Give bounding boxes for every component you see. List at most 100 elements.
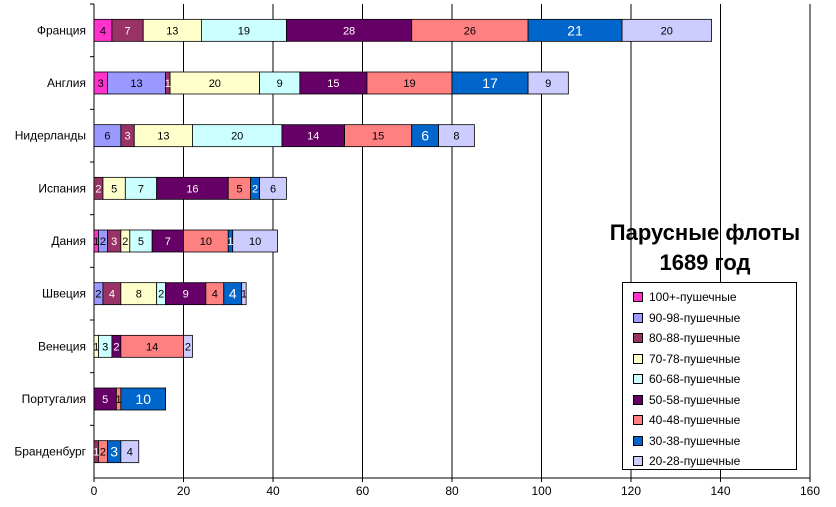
- data-label: 10: [249, 236, 261, 248]
- bar-segment: [259, 176, 287, 200]
- legend-item: 80-88-пушечные: [633, 328, 740, 348]
- legend-label: 70-78-пушечные: [649, 351, 741, 366]
- data-label: 9: [183, 289, 189, 301]
- data-label: 5: [102, 394, 108, 406]
- data-label: 2: [95, 289, 101, 301]
- data-label: 6: [270, 183, 276, 195]
- legend-item: 100+-пушечные: [633, 287, 737, 307]
- legend-label: 20-28-пушечные: [649, 454, 741, 468]
- x-tick-label: 0: [91, 484, 98, 498]
- bar-segment: [527, 71, 569, 95]
- category-label: Нидерланды: [15, 129, 86, 143]
- chart-subtitle: 1689 год: [659, 250, 751, 275]
- legend-label: 50-58-пушечные: [649, 392, 741, 407]
- category-label: Швеция: [42, 287, 86, 301]
- legend-item: 30-38-пушечные: [633, 431, 740, 451]
- bars: [93, 18, 712, 464]
- legend-label: 90-98-пушечные: [649, 310, 741, 325]
- data-label: 13: [166, 25, 178, 37]
- data-label: 1: [227, 236, 233, 248]
- data-label: 3: [111, 236, 117, 248]
- data-label: 7: [125, 25, 131, 37]
- data-label: 28: [343, 25, 355, 37]
- x-tick-label: 160: [800, 484, 820, 498]
- category-label: Бранденбург: [14, 445, 86, 459]
- bar-segment: [438, 124, 475, 148]
- legend-item: 50-58-пушечные: [633, 390, 740, 410]
- data-label: 2: [100, 236, 106, 248]
- legend-label: 100+-пушечные: [649, 290, 737, 304]
- data-label: 7: [165, 236, 171, 248]
- x-tick-label: 20: [177, 484, 191, 498]
- data-label: 6: [104, 131, 110, 143]
- axes: 0 20 40 60 80 100 120 140 160ФранцияАнглияНидерл…: [14, 3, 820, 498]
- data-label: 14: [146, 341, 158, 353]
- legend: 100+-пушечные 90-98-пушечные 80-88-пушечны…: [622, 282, 797, 470]
- data-label: 16: [186, 183, 198, 195]
- data-label: 15: [327, 78, 339, 90]
- data-label: 8: [453, 131, 459, 143]
- data-label: 10: [200, 236, 212, 248]
- chart-title: Парусные флоты: [609, 220, 801, 245]
- legend-swatch: [633, 353, 643, 364]
- legend-swatch: [633, 415, 643, 425]
- data-label: 14: [307, 131, 319, 143]
- legend-swatch: [633, 456, 643, 466]
- legend-item: 90-98-пушечные: [633, 308, 740, 328]
- legend-item: 40-48-пушечные: [633, 410, 740, 430]
- legend-label: 80-88-пушечные: [649, 331, 741, 345]
- data-label: 3: [110, 444, 118, 460]
- legend-label: 60-68-пушечные: [649, 372, 741, 386]
- legend-swatch: [633, 292, 643, 302]
- x-tick-label: 120: [621, 484, 641, 498]
- legend-swatch: [633, 333, 643, 343]
- data-label: 1: [93, 447, 99, 459]
- data-label: 6: [421, 128, 429, 144]
- category-label: Франция: [37, 23, 86, 37]
- legend-label: 40-48-пушечные: [649, 413, 741, 427]
- data-label: 8: [136, 289, 142, 301]
- data-label: 20: [209, 78, 221, 90]
- data-label: 10: [135, 391, 151, 407]
- legend-swatch: [633, 374, 643, 384]
- data-label: 4: [100, 25, 106, 37]
- bar-segment: [120, 387, 166, 411]
- data-label: 3: [102, 341, 108, 353]
- data-label: 4: [229, 286, 237, 302]
- category-label: Венеция: [38, 339, 86, 353]
- x-tick-label: 40: [266, 484, 280, 498]
- data-label: 13: [130, 78, 142, 90]
- data-label: 17: [482, 75, 498, 91]
- data-label: 9: [277, 78, 283, 90]
- data-label: 2: [122, 236, 128, 248]
- bar-segment: [241, 282, 247, 306]
- data-label: 2: [158, 289, 164, 301]
- bar-segment: [621, 18, 712, 42]
- legend-swatch: [633, 435, 643, 446]
- x-tick-label: 80: [445, 484, 459, 498]
- data-label: 1: [93, 236, 99, 248]
- data-label: 3: [98, 78, 104, 90]
- data-label: 26: [464, 25, 476, 37]
- data-label: 5: [111, 183, 117, 195]
- data-label: 5: [236, 183, 242, 195]
- data-label: 2: [185, 341, 191, 353]
- data-label: 2: [100, 447, 106, 459]
- bar-segment: [120, 440, 140, 464]
- data-label: 9: [545, 78, 551, 90]
- data-label: 2: [95, 183, 101, 195]
- data-label: 5: [138, 236, 144, 248]
- data-label: 7: [138, 183, 144, 195]
- legend-item: 70-78-пушечные: [633, 349, 740, 369]
- data-label: 3: [125, 131, 131, 143]
- data-label: 19: [403, 78, 415, 90]
- bar-segment: [183, 334, 193, 358]
- legend-swatch: [633, 394, 643, 405]
- data-label: 1: [93, 341, 99, 353]
- data-label: 2: [252, 183, 258, 195]
- data-label: 1: [116, 394, 122, 406]
- data-label: 19: [238, 25, 250, 37]
- legend-swatch: [633, 312, 643, 323]
- chart-title-block: Парусные флоты 1689 год: [580, 218, 830, 278]
